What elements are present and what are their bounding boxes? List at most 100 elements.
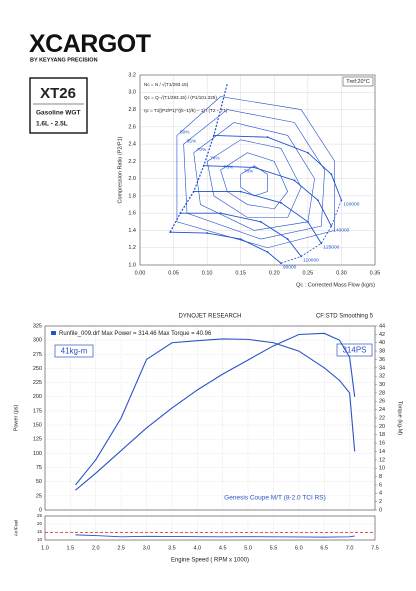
y2-tick-label: 10 — [379, 466, 385, 472]
y2-tick-label: 2 — [379, 499, 382, 505]
x-tick-label: 5.5 — [270, 545, 278, 551]
curve — [75, 332, 356, 491]
y2-tick-label: 38 — [379, 349, 385, 355]
tref-box — [342, 76, 374, 87]
speed-point — [317, 199, 319, 202]
tref: Tref:20°C — [346, 79, 369, 85]
afr-curve — [75, 534, 355, 538]
y2-tick-label: 4 — [379, 491, 382, 497]
torque-badge: 41kg-m — [61, 347, 88, 356]
spec-box — [29, 77, 88, 134]
y2-tick-label: 28 — [379, 390, 385, 396]
speed-point — [293, 179, 296, 182]
x-tick-label: 3.0 — [143, 545, 151, 551]
speed-label: 160000 — [343, 201, 359, 207]
y-tick-label: 25 — [36, 493, 42, 499]
y-tick-label: 25 — [37, 513, 43, 518]
compressor-map: 1.0 1.2 1.4 1.6 1.8 2.0 2.2 2.4 2.6 2.8 3.0 3.2 0.00… — [117, 72, 380, 288]
y-tick-label: 200 — [33, 394, 42, 400]
y2-tick-label: 36 — [379, 357, 385, 363]
y-tick-label: 1.0 — [128, 262, 136, 268]
speed-point — [280, 201, 282, 204]
efficiency-contour — [176, 96, 336, 249]
x-tick-label: 0.10 — [202, 270, 213, 276]
efficiency-contour — [206, 139, 302, 218]
speed-label: 125000 — [323, 245, 339, 251]
efficiency-contour — [240, 165, 268, 197]
speed-point — [219, 212, 222, 215]
y-tick-label: 2.0 — [128, 176, 136, 182]
displacement: 1.6L - 2.5L — [36, 121, 68, 128]
y-tick-label: 250 — [33, 366, 42, 372]
y-axis-label: Power (ps) — [13, 405, 19, 432]
y-tick-label: 3.0 — [128, 90, 136, 96]
x-tick-label: 5.0 — [244, 545, 252, 551]
x-tick-label: 2.5 — [117, 545, 125, 551]
speed-point — [206, 232, 209, 234]
efficiency-label: 65% — [187, 138, 197, 144]
efficiency-contour — [220, 152, 289, 210]
y-tick-label: 125 — [33, 437, 42, 443]
speed-label: 140000 — [333, 227, 349, 233]
chart-title: DYNOJET RESEARCH — [179, 314, 242, 320]
y-axis-label: Compression Ratio (P2/P1) — [117, 136, 123, 203]
y-tick-label: 1.8 — [128, 193, 136, 199]
y-tick-label: 2.4 — [128, 142, 136, 148]
x-tick-label: 4.0 — [193, 545, 201, 551]
y-tick-label: 15 — [37, 529, 43, 534]
y2-tick-label: 16 — [379, 441, 385, 447]
y-tick-label: 3.2 — [128, 72, 136, 78]
speed-point — [253, 166, 256, 169]
y2-tick-label: 32 — [379, 374, 385, 380]
y2-tick-label: 24 — [379, 407, 385, 413]
x-tick-label: 0.05 — [168, 270, 179, 276]
speed-point — [286, 238, 289, 240]
y-tick-label: 1.6 — [128, 211, 136, 217]
brand: XCARGOT — [29, 30, 151, 58]
legend-swatch — [51, 331, 56, 335]
y-tick-label: 225 — [33, 380, 42, 386]
x-tick-label: 0.00 — [135, 270, 146, 276]
x-tick-label: 3.5 — [168, 545, 176, 551]
dyno-chart: 0255075100125150175200225250275300325024… — [13, 314, 402, 514]
y-tick-label: 1.2 — [128, 245, 136, 251]
power-badge: 314PS — [342, 346, 366, 355]
y-tick-label: 0 — [39, 507, 42, 513]
speed-point — [259, 220, 262, 223]
formula: Nc = N / √(T1/293.15) — [144, 82, 189, 87]
y-axis-label: Air/Fuel — [13, 520, 19, 537]
y2-axis-label: Torque (kg-M) — [397, 401, 403, 435]
speed-point — [266, 251, 269, 253]
x-tick-label: 7.0 — [346, 545, 354, 551]
y-tick-label: 100 — [33, 451, 42, 457]
x-tick-label: 2.0 — [92, 545, 100, 551]
surge-line — [169, 83, 228, 233]
x-tick-label: 0.25 — [302, 270, 313, 276]
y-tick-label: 300 — [33, 338, 42, 344]
plot-frame — [44, 325, 376, 511]
model: XT26 — [40, 85, 76, 102]
y2-tick-label: 18 — [379, 432, 385, 438]
x-tick-label: 1.0 — [41, 545, 49, 551]
y2-tick-label: 12 — [379, 457, 385, 463]
y2-tick-label: 30 — [379, 382, 385, 388]
speed-point — [306, 151, 309, 154]
x-tick-label: 1.5 — [67, 545, 75, 551]
y-tick-label: 50 — [36, 479, 42, 485]
efficiency-label: 78% — [244, 169, 254, 175]
x-tick-label: 4.5 — [219, 545, 227, 551]
efficiency-label: 60% — [180, 130, 190, 136]
x-tick-label: 6.0 — [295, 545, 303, 551]
y-tick-label: 275 — [33, 352, 42, 358]
y2-tick-label: 34 — [379, 365, 385, 371]
efficiency-contour — [183, 109, 325, 240]
legend-text: Runfile_009.drf Max Power = 314.46 Max T… — [59, 331, 212, 337]
y2-tick-label: 6 — [379, 482, 382, 488]
curve — [75, 338, 356, 486]
formula: ηc = T1[(P2/P1)^((k−1)/k) − 1] / (T2 − T… — [144, 108, 228, 113]
efficiency-label: 70% — [197, 147, 207, 153]
efficiency-label: 76% — [224, 164, 234, 170]
y-tick-label: 150 — [33, 423, 42, 429]
